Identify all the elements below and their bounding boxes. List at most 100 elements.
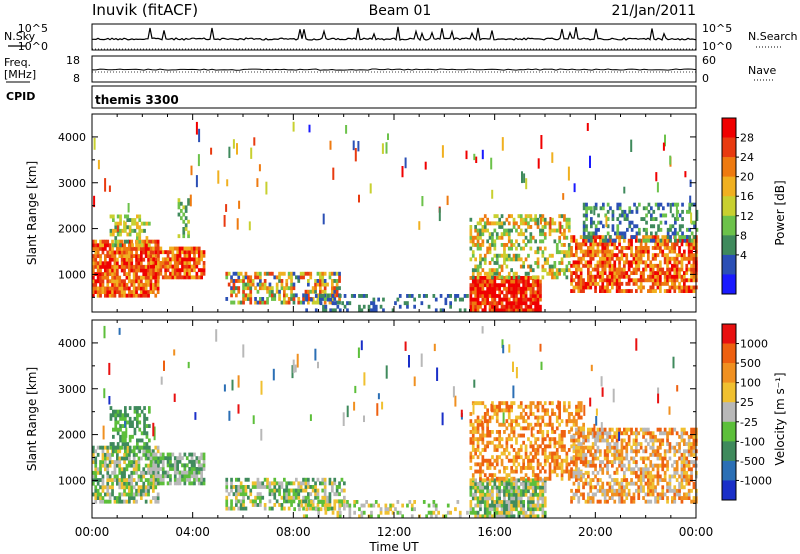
velocity-cell [510, 492, 513, 497]
velocity-cell [567, 419, 571, 424]
power-cell [649, 267, 653, 272]
power-cell [570, 278, 573, 283]
colorbar-tick-label: 12 [740, 210, 754, 223]
power-cell [536, 250, 540, 255]
velocity-cell [577, 445, 581, 450]
velocity-cell [500, 514, 504, 519]
velocity-cell [304, 481, 308, 486]
power-cell [611, 256, 614, 261]
velocity-cell [635, 427, 638, 432]
power-cell [261, 297, 265, 301]
velocity-cell [539, 462, 542, 467]
power-cell [659, 202, 663, 207]
velocity-cell [570, 488, 573, 493]
velocity-cell [536, 401, 540, 406]
power-cell [605, 215, 608, 228]
velocity-cell [113, 463, 117, 468]
velocity-cell [104, 445, 107, 450]
power-cell [675, 238, 679, 243]
velocity-cell [343, 488, 346, 493]
velocity-cell [505, 437, 509, 442]
power-cell [531, 275, 535, 280]
velocity-cell [116, 442, 120, 446]
velocity-cell [587, 499, 590, 504]
velocity-cell [230, 477, 233, 482]
power-cell [181, 246, 184, 251]
velocity-cell [575, 408, 578, 413]
velocity-cell [632, 492, 636, 497]
power-cell [335, 289, 339, 294]
velocity-cell [591, 463, 595, 468]
velocity-cell [620, 496, 624, 500]
velocity-cell [635, 488, 638, 493]
power-cell [479, 286, 482, 291]
velocity-cell [630, 427, 633, 432]
power-cell [232, 271, 236, 276]
velocity-cell [92, 445, 95, 450]
velocity-cell [627, 492, 631, 497]
power-cell [596, 235, 600, 240]
power-cell [99, 257, 102, 262]
power-cell [666, 278, 669, 283]
velocity-cell [493, 485, 497, 490]
velocity-cell [290, 503, 293, 507]
power-cell [130, 250, 134, 255]
velocity-cell [120, 474, 124, 479]
velocity-cell [510, 419, 513, 424]
velocity-cell [668, 442, 672, 446]
velocity-cell [202, 456, 206, 461]
velocity-cell [132, 463, 136, 468]
power-cell [522, 301, 525, 306]
power-cell [335, 279, 339, 283]
power-cell [632, 260, 636, 265]
power-cell [493, 243, 497, 247]
power-cell [488, 279, 492, 284]
velocity-cell [644, 431, 648, 436]
velocity-cell [239, 499, 243, 504]
power-cell [235, 293, 238, 298]
power-cell [126, 218, 130, 222]
power-cell [479, 246, 482, 251]
velocity-cell [543, 455, 547, 460]
power-cell [553, 239, 557, 244]
power-cell [584, 285, 588, 290]
velocity-cell [512, 482, 516, 486]
velocity-cell [529, 412, 533, 416]
power-cell [541, 253, 545, 258]
velocity-cell [558, 433, 561, 438]
velocity-cell [104, 452, 107, 457]
power-cell [565, 250, 569, 255]
velocity-cell [608, 449, 612, 454]
power-cell [111, 279, 114, 284]
velocity-cell [522, 510, 525, 515]
power-cell [572, 238, 576, 243]
velocity-cell [242, 492, 245, 497]
power-cell [510, 228, 513, 233]
velocity-cell [116, 409, 120, 414]
velocity-cell [202, 459, 206, 464]
power-cell [512, 257, 516, 262]
power-cell [683, 238, 687, 243]
velocity-cell [486, 476, 489, 481]
velocity-cell [104, 492, 107, 497]
velocity-cell [515, 482, 518, 486]
power-cell [584, 238, 588, 243]
power-cell [188, 261, 191, 265]
power-cell [536, 286, 540, 291]
power-cell [180, 216, 183, 221]
power-cell [675, 260, 679, 265]
power-cell [678, 213, 682, 218]
power-cell [688, 238, 692, 243]
velocity-cell [589, 488, 593, 493]
power-cell [323, 293, 327, 298]
power-cell [524, 214, 528, 219]
velocity-cell [572, 492, 576, 497]
velocity-cell [144, 488, 148, 493]
velocity-cell [613, 460, 617, 464]
power-cell [147, 246, 150, 251]
power-cell [271, 297, 274, 301]
power-cell [92, 254, 95, 258]
power-cell [149, 271, 153, 276]
velocity-cell [599, 438, 602, 443]
power-cell [109, 232, 113, 237]
